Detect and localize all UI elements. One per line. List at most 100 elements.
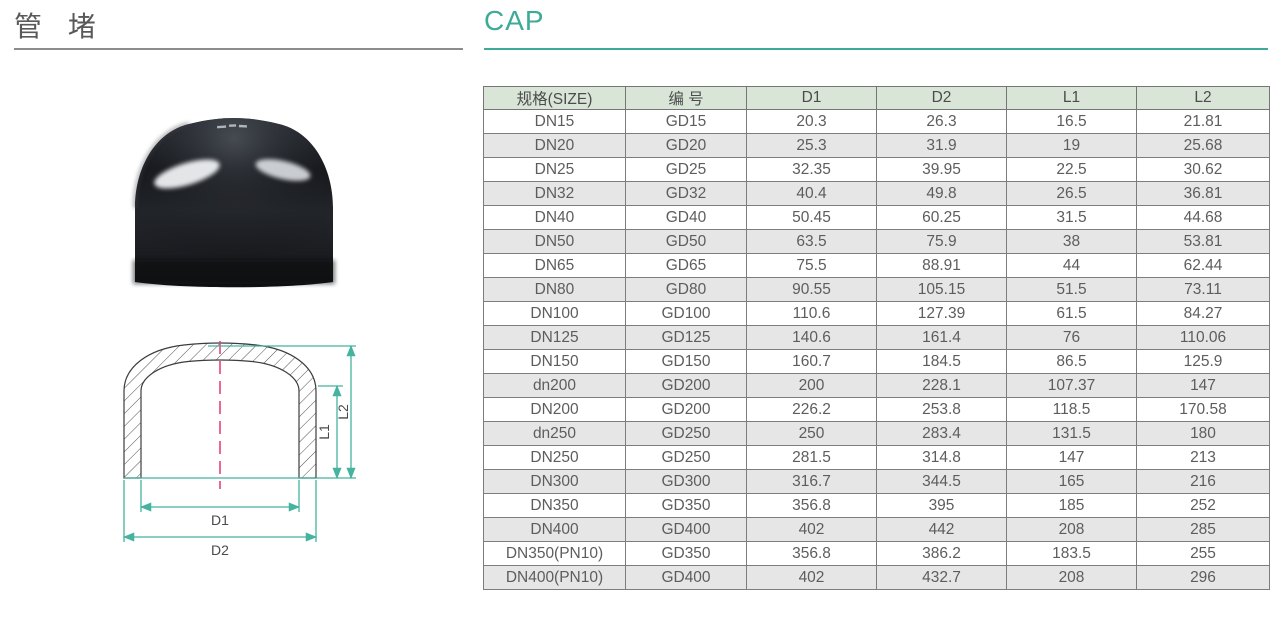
table-cell: 296 [1136,565,1270,590]
table-cell: DN25 [483,157,626,182]
table-cell: 356.8 [746,493,877,518]
table-cell: 183.5 [1006,541,1137,566]
column-header: L2 [1136,86,1270,110]
table-cell: GD80 [625,277,747,302]
dim-label-l2: L2 [335,404,351,420]
table-cell: 84.27 [1136,301,1270,326]
table-cell: 36.81 [1136,181,1270,206]
table-cell: DN100 [483,301,626,326]
table-row: DN400 GD400 402 442 208 285 [483,517,1270,542]
table-cell: 253.8 [876,397,1007,422]
table-cell: 30.62 [1136,157,1270,182]
table-cell: GD150 [625,349,747,374]
table-cell: 356.8 [746,541,877,566]
dimension-diagram: L1 L2 D1 D2 [90,333,375,573]
table-cell: 44.68 [1136,205,1270,230]
column-header: D1 [746,86,877,110]
table-row: DN300 GD300 316.7 344.5 165 216 [483,469,1270,494]
table-cell: GD15 [625,109,747,134]
table-row: DN50 GD50 63.5 75.9 38 53.81 [483,229,1270,254]
column-header: D2 [876,86,1007,110]
table-cell: DN80 [483,277,626,302]
table-cell: DN50 [483,229,626,254]
table-row: dn200 GD200 200 228.1 107.37 147 [483,373,1270,398]
table-cell: 75.5 [746,253,877,278]
table-cell: 26.3 [876,109,1007,134]
table-cell: 75.9 [876,229,1007,254]
table-cell: DN125 [483,325,626,350]
table-cell: GD32 [625,181,747,206]
table-cell: 44 [1006,253,1137,278]
table-row: DN15 GD15 20.3 26.3 16.5 21.81 [483,109,1270,134]
table-cell: GD350 [625,541,747,566]
table-cell: 402 [746,565,877,590]
table-cell: DN400(PN10) [483,565,626,590]
table-cell: 131.5 [1006,421,1137,446]
page-title-english: CAP [484,5,545,36]
table-row: DN100 GD100 110.6 127.39 61.5 84.27 [483,301,1270,326]
table-row: DN350 GD350 356.8 395 185 252 [483,493,1270,518]
table-cell: 250 [746,421,877,446]
table-cell: GD200 [625,373,747,398]
table-cell: 22.5 [1006,157,1137,182]
page-title-chinese: 管 堵 [14,11,105,42]
table-row: DN150 GD150 160.7 184.5 86.5 125.9 [483,349,1270,374]
table-cell: GD250 [625,421,747,446]
table-cell: 314.8 [876,445,1007,470]
table-cell: 62.44 [1136,253,1270,278]
table-cell: GD250 [625,445,747,470]
cap-section-drawing: L1 L2 D1 D2 [122,341,356,558]
table-cell: DN250 [483,445,626,470]
product-photo [125,110,343,298]
table-cell: 20.3 [746,109,877,134]
table-cell: DN65 [483,253,626,278]
table-cell: 344.5 [876,469,1007,494]
table-cell: 285 [1136,517,1270,542]
table-cell: 21.81 [1136,109,1270,134]
table-cell: 88.91 [876,253,1007,278]
table-cell: GD350 [625,493,747,518]
pipe-cap-image [133,118,335,288]
table-cell: 105.15 [876,277,1007,302]
table-cell: DN32 [483,181,626,206]
table-cell: 432.7 [876,565,1007,590]
table-cell: GD200 [625,397,747,422]
table-cell: 39.95 [876,157,1007,182]
table-row: dn250 GD250 250 283.4 131.5 180 [483,421,1270,446]
table-cell: GD125 [625,325,747,350]
table-cell: 140.6 [746,325,877,350]
spec-table: 规格(SIZE) 编 号 D1 D2 L1 L2 DN15 GD15 20.3 26.3 16.5… [483,86,1270,590]
table-cell: 51.5 [1006,277,1137,302]
table-cell: 107.37 [1006,373,1137,398]
table-cell: 228.1 [876,373,1007,398]
table-cell: GD50 [625,229,747,254]
table-cell: 110.6 [746,301,877,326]
table-row: DN65 GD65 75.5 88.91 44 62.44 [483,253,1270,278]
table-row: DN20 GD20 25.3 31.9 19 25.68 [483,133,1270,158]
table-cell: 184.5 [876,349,1007,374]
table-cell: 73.11 [1136,277,1270,302]
table-header-row: 规格(SIZE) 编 号 D1 D2 L1 L2 [483,86,1270,110]
column-header: 编 号 [625,86,747,110]
table-cell: 40.4 [746,181,877,206]
dim-label-l1: L1 [316,424,332,440]
table-cell: 402 [746,517,877,542]
table-cell: 252 [1136,493,1270,518]
table-cell: 76 [1006,325,1137,350]
table-cell: 61.5 [1006,301,1137,326]
table-cell: 31.9 [876,133,1007,158]
table-cell: DN40 [483,205,626,230]
column-header: 规格(SIZE) [483,86,626,110]
table-cell: GD400 [625,565,747,590]
table-body: DN15 GD15 20.3 26.3 16.5 21.81 DN20 GD20 25.3 31.… [483,109,1270,590]
table-cell: DN20 [483,133,626,158]
table-cell: 160.7 [746,349,877,374]
table-cell: DN300 [483,469,626,494]
table-cell: DN150 [483,349,626,374]
table-cell: 19 [1006,133,1137,158]
table-cell: 50.45 [746,205,877,230]
table-cell: 216 [1136,469,1270,494]
table-row: DN25 GD25 32.35 39.95 22.5 30.62 [483,157,1270,182]
accent-divider-line [484,48,1268,50]
